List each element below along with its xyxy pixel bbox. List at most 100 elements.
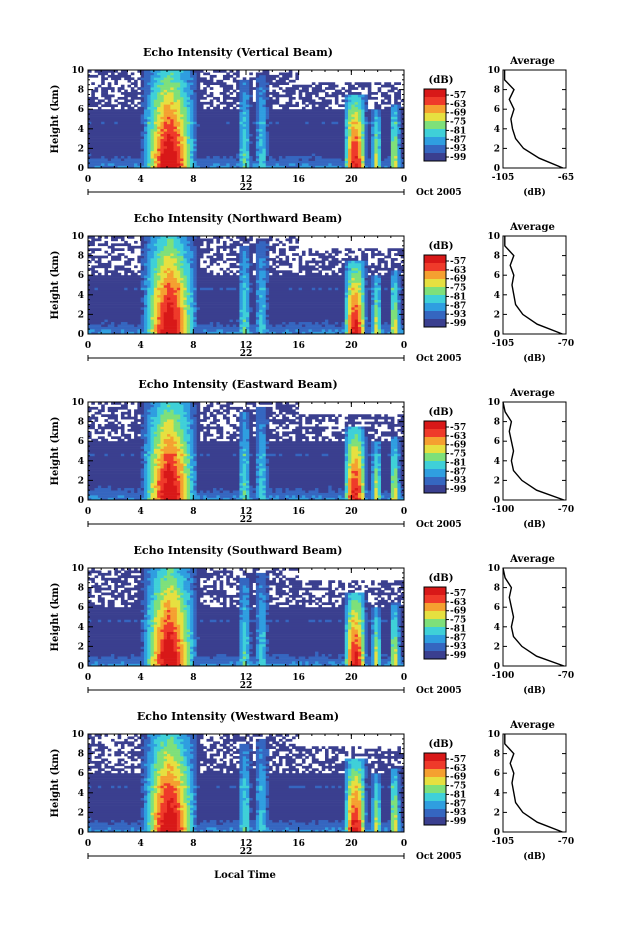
heatmap-cell — [344, 490, 349, 493]
heatmap-cell — [216, 104, 220, 108]
heatmap-cell — [140, 487, 145, 491]
heatmap-cell — [199, 663, 217, 667]
heatmap-cell — [150, 431, 155, 435]
heatmap-cell — [377, 297, 382, 300]
heatmap-cell — [193, 272, 197, 276]
heatmap-cell — [390, 160, 395, 164]
heatmap-cell — [176, 477, 184, 481]
heatmap-cell — [367, 490, 372, 493]
heatmap-cell — [219, 490, 224, 493]
heatmap-cell — [367, 275, 372, 278]
heatmap-cell — [328, 453, 346, 457]
heatmap-cell — [91, 402, 95, 405]
heatmap-cell — [196, 409, 201, 413]
heatmap-cell — [186, 309, 194, 313]
heatmap-cell — [318, 82, 336, 85]
colorbar-tick-label: -87 — [450, 301, 466, 311]
heatmap-cell — [163, 277, 178, 281]
heatmap-cell — [325, 87, 336, 90]
heatmap-cell — [196, 492, 240, 496]
heatmap-cell — [107, 497, 115, 501]
heatmap-cell — [153, 321, 158, 325]
heatmap-cell — [150, 70, 161, 73]
heatmap-cell — [380, 92, 388, 95]
heatmap-cell — [143, 299, 148, 303]
heatmap-cell — [97, 258, 102, 261]
heatmap-cell — [246, 111, 250, 115]
heatmap-cell — [163, 326, 178, 330]
heatmap-cell — [150, 321, 155, 325]
heatmap-cell — [371, 123, 375, 127]
heatmap-cell — [344, 314, 349, 318]
heatmap-cell — [278, 121, 306, 125]
heatmap-cell — [380, 468, 392, 471]
heatmap-cell — [193, 282, 197, 286]
heatmap-cell — [390, 163, 395, 166]
heatmap-cell — [348, 87, 359, 90]
heatmap-cell — [170, 267, 178, 271]
heatmap-cell — [147, 485, 151, 489]
panel-3: Echo Intensity (Eastward Beam)0246810Hei… — [50, 378, 574, 530]
heatmap-cell — [377, 482, 382, 486]
heatmap-cell — [104, 236, 109, 239]
heatmap-cell — [269, 138, 346, 142]
heatmap-cell — [341, 495, 346, 498]
heatmap-cell — [157, 307, 161, 310]
heatmap-cell — [101, 94, 115, 98]
heatmap-cell — [269, 314, 346, 318]
heatmap-cell — [180, 82, 188, 85]
heatmap-cell — [348, 116, 355, 120]
heatmap-cell — [367, 150, 372, 154]
heatmap-cell — [111, 331, 122, 335]
heatmap-cell — [91, 265, 112, 269]
heatmap-cell — [361, 280, 365, 283]
heatmap-cell — [150, 453, 158, 457]
heatmap-cell — [190, 245, 197, 249]
heatmap-cell — [374, 299, 378, 303]
heatmap-cell — [239, 99, 244, 103]
heatmap-cell — [101, 438, 109, 442]
heatmap-cell — [157, 329, 161, 332]
heatmap-cell — [193, 299, 197, 303]
heatmap-cell — [101, 92, 109, 95]
heatmap-cell — [229, 92, 234, 95]
heatmap-cell — [397, 455, 402, 459]
heatmap-cell — [180, 99, 184, 103]
heatmap-cell — [242, 285, 247, 288]
heatmap-cell — [150, 316, 158, 320]
heatmap-cell — [380, 119, 392, 122]
heatmap-cell — [285, 92, 296, 95]
heatmap-cell — [295, 238, 299, 242]
heatmap-cell — [160, 289, 168, 293]
heatmap-cell — [91, 153, 141, 157]
heatmap-cell — [229, 121, 240, 125]
heatmap-cell — [361, 136, 365, 139]
heatmap-cell — [143, 148, 148, 152]
heatmap-cell — [380, 123, 392, 127]
heatmap-cell — [298, 287, 303, 291]
heatmap-cell — [216, 272, 220, 276]
heatmap-cell — [193, 119, 197, 122]
heatmap-cell — [157, 245, 165, 249]
heatmap-cell — [203, 436, 207, 440]
heatmap-cell — [380, 321, 385, 325]
heatmap-cell — [193, 77, 197, 81]
heatmap-cell — [88, 319, 105, 323]
heatmap-cell — [173, 463, 184, 466]
heatmap-cell — [232, 663, 237, 667]
heatmap-cell — [259, 441, 267, 444]
heatmap-cell — [167, 297, 171, 300]
heatmap-cell — [186, 321, 191, 325]
heatmap-cell — [196, 416, 201, 420]
heatmap-cell — [288, 421, 303, 425]
heatmap-cell — [374, 285, 382, 288]
heatmap-cell — [127, 490, 132, 493]
heatmap-cell — [137, 324, 145, 327]
heatmap-cell — [190, 275, 194, 278]
heatmap-cell — [367, 436, 375, 440]
heatmap-cell — [242, 138, 250, 142]
heatmap-cell — [229, 238, 234, 242]
heatmap-cell — [153, 155, 158, 159]
heatmap-cell — [374, 497, 378, 501]
heatmap-cell — [249, 302, 257, 305]
